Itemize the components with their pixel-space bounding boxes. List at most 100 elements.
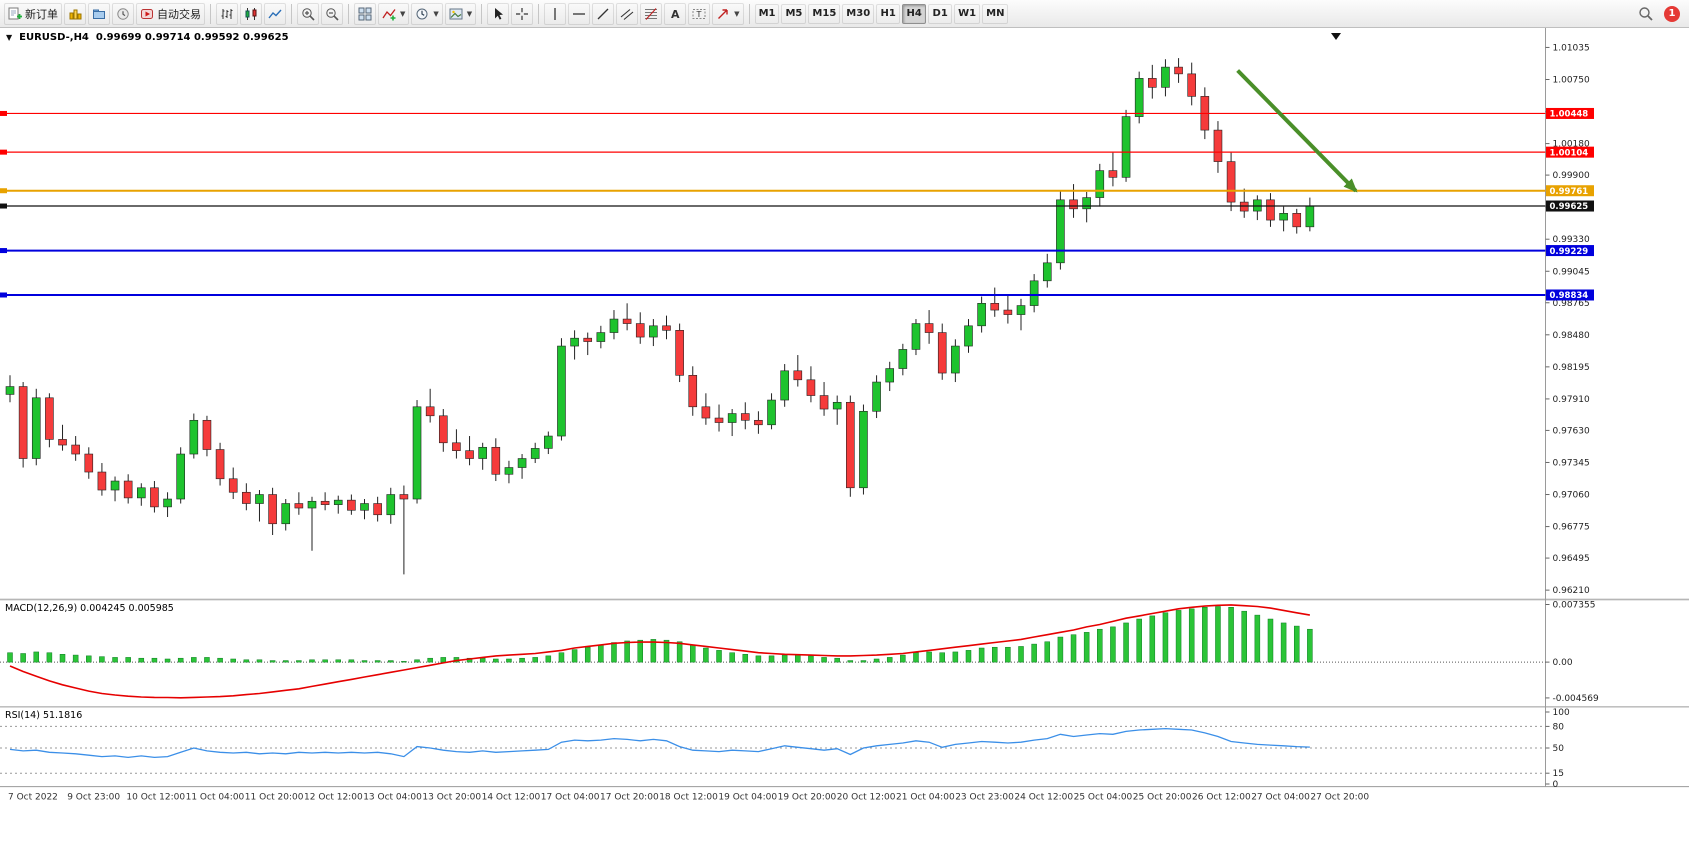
new-order-button[interactable]: 新订单 — [4, 2, 62, 25]
svg-text:0.96775: 0.96775 — [1553, 523, 1590, 533]
bull-candle — [307, 500, 317, 509]
autotrading-button[interactable]: 自动交易 — [136, 2, 205, 25]
tile-windows-button[interactable] — [354, 2, 376, 25]
timeframe-m30-button[interactable]: M30 — [842, 3, 875, 24]
zoom-in-button[interactable] — [297, 2, 319, 25]
indicators-button[interactable]: ▼ — [378, 2, 410, 25]
zoom-out-button[interactable] — [321, 2, 343, 25]
hline-0.99229[interactable]: 0.99229 — [0, 245, 1594, 257]
price-chart-canvas[interactable]: 1.010351.007501.004651.001800.999000.996… — [0, 28, 1689, 866]
clock-icon — [416, 8, 428, 19]
svg-text:0.99625: 0.99625 — [1550, 202, 1589, 212]
svg-text:1.00448: 1.00448 — [1550, 110, 1589, 120]
crosshair-tool-button[interactable] — [511, 2, 534, 25]
search-button[interactable] — [1635, 3, 1656, 25]
bear-candle — [675, 330, 684, 376]
vertical-line-tool-button[interactable] — [544, 2, 567, 25]
bull-candle — [911, 323, 921, 350]
fibonacci-tool-button[interactable] — [640, 2, 663, 25]
svg-text:1.00180: 1.00180 — [1553, 140, 1590, 150]
svg-text:0.97630: 0.97630 — [1553, 426, 1590, 436]
bear-candle — [662, 325, 671, 331]
line-chart-button[interactable] — [264, 2, 286, 25]
hline-1.00104[interactable]: 1.00104 — [0, 146, 1594, 159]
bear-candle — [71, 444, 80, 455]
hline-0.98834[interactable]: 0.98834 — [0, 289, 1594, 301]
toolbar-separator — [481, 3, 483, 24]
bear-candle — [1226, 161, 1236, 203]
svg-text:19 Oct 20:00: 19 Oct 20:00 — [778, 793, 837, 803]
fibonacci-icon — [645, 7, 658, 20]
toolbar-separator — [538, 3, 540, 24]
bar-marker-icon — [1331, 33, 1341, 40]
svg-text:0.96210: 0.96210 — [1553, 586, 1590, 596]
svg-text:0.98834: 0.98834 — [1550, 291, 1589, 301]
timeframe-mn-button[interactable]: MN — [982, 3, 1009, 24]
bear-candle — [491, 446, 501, 475]
bull-candle — [1161, 66, 1170, 88]
main-toolbar: 新订单 自动交易 — [0, 0, 1689, 28]
bear-candle — [1213, 129, 1223, 162]
trend-arrow[interactable] — [1236, 69, 1358, 193]
svg-text:0.99045: 0.99045 — [1553, 267, 1590, 277]
ohlc-quote-text: 0.99699 0.99714 0.99592 0.99625 — [95, 32, 289, 43]
one-click-trading-arrow-icon[interactable]: ▼ — [6, 33, 13, 42]
svg-text:0: 0 — [1553, 780, 1559, 790]
svg-text:0.007355: 0.007355 — [1553, 600, 1596, 610]
bull-candle — [544, 435, 553, 449]
bars-chart-button[interactable] — [216, 2, 238, 25]
price-badge — [1546, 107, 1594, 119]
timeframe-h4-button[interactable]: H4 — [902, 3, 927, 24]
toolbar-separator — [348, 3, 349, 24]
bull-candle — [1095, 170, 1105, 198]
price-axis: 1.010351.007501.004651.001800.999000.996… — [1545, 43, 1590, 596]
symbol-period-text: EURUSD-,H4 — [19, 32, 89, 43]
horizontal-line-tool-button[interactable] — [568, 2, 591, 25]
bull-candle — [412, 406, 422, 500]
bull-candle — [1056, 199, 1065, 264]
svg-text:25 Oct 04:00: 25 Oct 04:00 — [1074, 793, 1133, 803]
svg-text:T: T — [696, 10, 702, 19]
horizontal-line-icon — [573, 12, 586, 15]
cursor-tool-button[interactable] — [487, 2, 510, 25]
notification-badge[interactable]: 1 — [1664, 5, 1680, 22]
svg-text:0.98765: 0.98765 — [1553, 299, 1590, 309]
bull-candle — [1279, 213, 1288, 221]
data-window-button[interactable] — [112, 2, 134, 25]
timeframe-m15-button[interactable]: M15 — [808, 3, 841, 24]
svg-text:1.01035: 1.01035 — [1553, 43, 1590, 53]
trendline-tool-button[interactable] — [592, 2, 615, 25]
svg-text:1.00750: 1.00750 — [1553, 75, 1590, 85]
svg-text:9 Oct 23:00: 9 Oct 23:00 — [67, 793, 120, 803]
svg-text:0.97345: 0.97345 — [1553, 458, 1590, 468]
vertical-line-icon — [554, 7, 556, 20]
timeframe-m5-button[interactable]: M5 — [781, 3, 807, 24]
bull-candle — [780, 370, 789, 401]
navigator-button[interactable] — [88, 2, 110, 25]
market-watch-button[interactable] — [64, 2, 86, 25]
timeframe-w1-button[interactable]: W1 — [954, 3, 981, 24]
candlestick-chart-button[interactable] — [240, 2, 262, 25]
bear-candle — [202, 419, 212, 450]
hline-0.99625[interactable]: 0.99625 — [0, 200, 1594, 213]
hline-1.00448[interactable]: 1.00448 — [0, 107, 1594, 120]
hline-0.99761[interactable]: 0.99761 — [0, 185, 1594, 197]
text-label-tool-button[interactable]: T — [688, 2, 711, 25]
channel-icon — [620, 8, 634, 20]
templates-dropdown-button[interactable]: ▼ — [444, 2, 477, 25]
bear-candle — [846, 401, 855, 489]
timeframe-d1-button[interactable]: D1 — [928, 3, 953, 24]
price-badge — [1546, 200, 1594, 212]
bull-candle — [898, 349, 908, 369]
bear-candle — [399, 494, 409, 500]
timeframe-m1-button[interactable]: M1 — [754, 3, 780, 24]
search-icon — [1639, 7, 1653, 21]
bear-candle — [714, 417, 724, 423]
periods-dropdown-button[interactable]: ▼ — [411, 2, 443, 25]
arrows-dropdown-button[interactable]: ▼ — [712, 2, 744, 25]
timeframe-h1-button[interactable]: H1 — [876, 3, 901, 24]
text-tool-button[interactable]: A — [664, 2, 687, 25]
svg-text:0.97060: 0.97060 — [1553, 491, 1590, 501]
channel-tool-button[interactable] — [616, 2, 639, 25]
